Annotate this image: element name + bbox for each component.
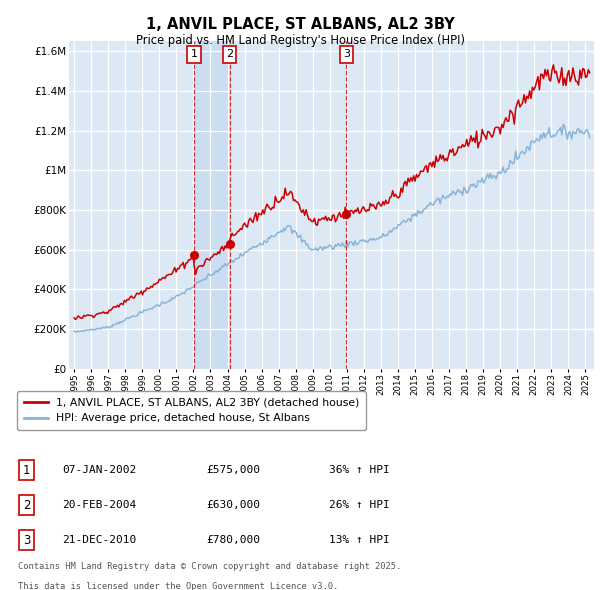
Text: 13% ↑ HPI: 13% ↑ HPI	[329, 535, 390, 545]
Text: This data is licensed under the Open Government Licence v3.0.: This data is licensed under the Open Gov…	[18, 582, 338, 590]
Text: 20-FEB-2004: 20-FEB-2004	[62, 500, 136, 510]
Text: 26% ↑ HPI: 26% ↑ HPI	[329, 500, 390, 510]
Text: £780,000: £780,000	[206, 535, 260, 545]
Text: 1, ANVIL PLACE, ST ALBANS, AL2 3BY: 1, ANVIL PLACE, ST ALBANS, AL2 3BY	[146, 17, 454, 31]
Text: 2: 2	[23, 499, 31, 512]
Text: 3: 3	[343, 50, 350, 60]
Legend: 1, ANVIL PLACE, ST ALBANS, AL2 3BY (detached house), HPI: Average price, detache: 1, ANVIL PLACE, ST ALBANS, AL2 3BY (deta…	[17, 391, 366, 430]
Text: Price paid vs. HM Land Registry's House Price Index (HPI): Price paid vs. HM Land Registry's House …	[136, 34, 464, 47]
Text: 21-DEC-2010: 21-DEC-2010	[62, 535, 136, 545]
Text: 1: 1	[190, 50, 197, 60]
Text: 36% ↑ HPI: 36% ↑ HPI	[329, 466, 390, 475]
Text: 1: 1	[23, 464, 31, 477]
Text: 2: 2	[226, 50, 233, 60]
Bar	[194, 41, 230, 369]
Text: £630,000: £630,000	[206, 500, 260, 510]
Text: £575,000: £575,000	[206, 466, 260, 475]
Text: 3: 3	[23, 533, 30, 546]
Text: 07-JAN-2002: 07-JAN-2002	[62, 466, 136, 475]
Text: Contains HM Land Registry data © Crown copyright and database right 2025.: Contains HM Land Registry data © Crown c…	[18, 562, 401, 572]
